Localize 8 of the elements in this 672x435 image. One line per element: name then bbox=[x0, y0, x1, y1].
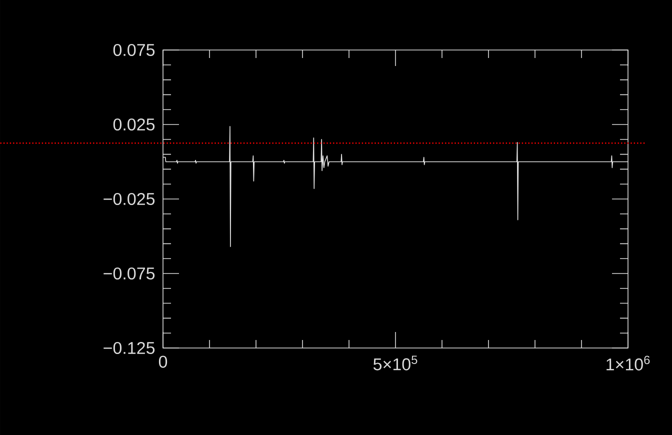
x-tick-label: 1×10$^{6}$ bbox=[606, 356, 650, 370]
y-tick-label: −0.125 bbox=[104, 342, 155, 354]
x-tick-label: 5×10$^{5}$ bbox=[373, 356, 418, 370]
y-tick-label: −0.025 bbox=[104, 192, 155, 206]
x-tick-label: 0 bbox=[158, 356, 168, 368]
y-tick-label: 0.075 bbox=[113, 44, 155, 56]
y-tick-label: −0.075 bbox=[104, 267, 155, 280]
y-tick-label: 0.025 bbox=[113, 118, 155, 131]
